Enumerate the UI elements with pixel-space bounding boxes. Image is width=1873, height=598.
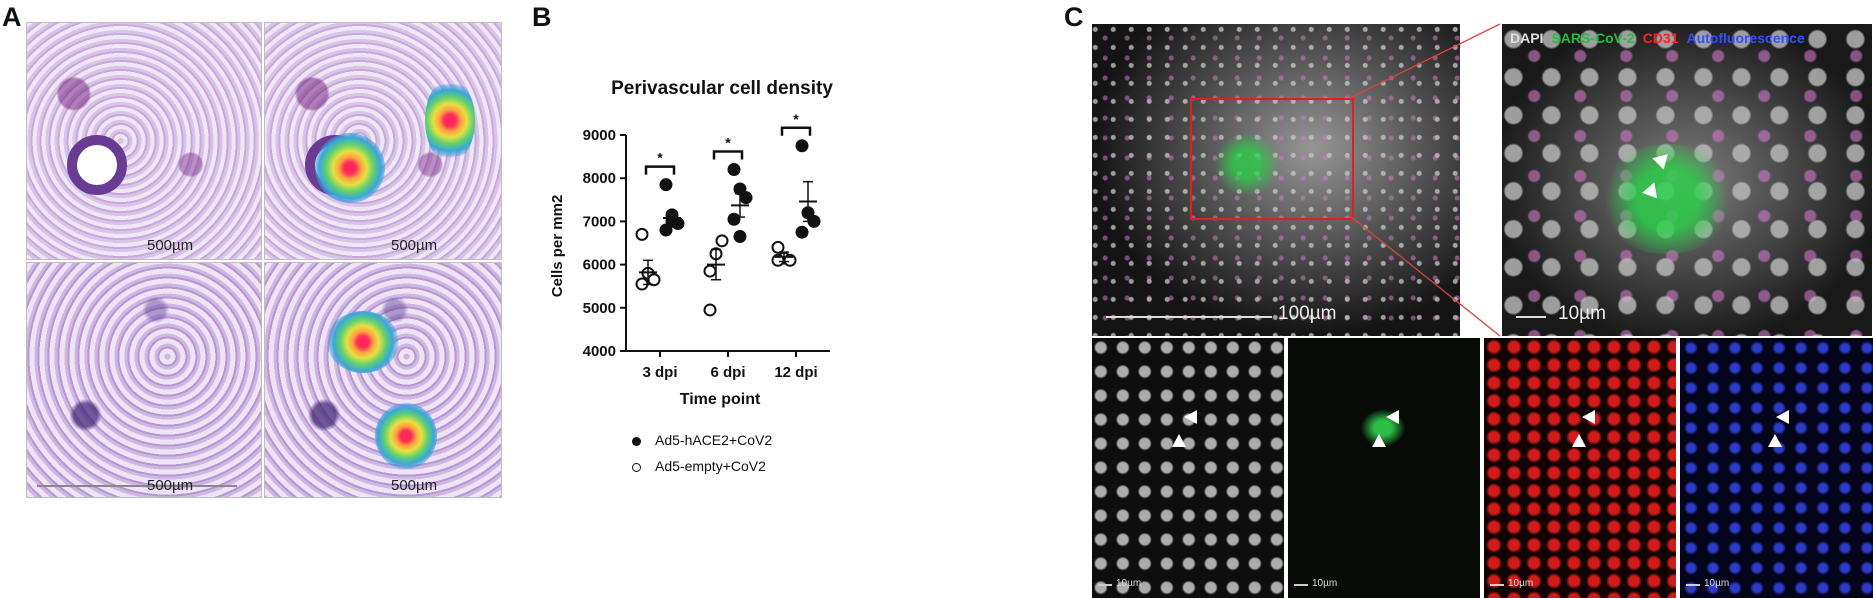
- histology-image-top-left: 500µm: [26, 22, 262, 260]
- channel-legend: DAPI SARS-CoV-2 CD31 Autofluorescence: [1510, 30, 1870, 50]
- arrowhead-icon: [1184, 410, 1197, 424]
- significance-bracket: [712, 150, 744, 160]
- scale-bar: [1490, 584, 1504, 586]
- scale-label: 500µm: [147, 237, 194, 254]
- scale-bar: [1516, 316, 1546, 318]
- data-point-filled: [795, 139, 809, 153]
- scale-label: 10µm: [1116, 578, 1142, 589]
- channel-image-autofluorescence: 10µm: [1680, 338, 1873, 598]
- significance-marker: *: [793, 111, 799, 127]
- data-point-filled: [659, 223, 673, 237]
- filled-circle-icon: [632, 437, 641, 446]
- channel-label-autofluorescence: Autofluorescence: [1686, 30, 1805, 46]
- panel-c-letter: C: [1064, 2, 1084, 32]
- legend-item-empty: Ad5-empty+CoV2: [632, 458, 872, 478]
- x-axis-label: Time point: [680, 391, 761, 408]
- y-axis-label: Cells per mm2: [549, 195, 566, 298]
- data-point-open: [635, 227, 649, 241]
- vessel-lumen: [67, 135, 127, 195]
- data-point-open: [647, 273, 661, 287]
- arrowhead-icon: [1776, 410, 1789, 424]
- legend-item-ace2: Ad5-hACE2+CoV2: [632, 432, 872, 452]
- histology-heatmap-bottom-right: 500µm: [264, 262, 502, 498]
- data-point-filled: [795, 225, 809, 239]
- significance-bracket: [644, 165, 676, 175]
- histology-heatmap-top-right: 500µm: [264, 22, 502, 260]
- channel-image-cd31: 10µm: [1484, 338, 1676, 598]
- chart-legend: Ad5-hACE2+CoV2 Ad5-empty+CoV2: [632, 432, 872, 492]
- arrowhead-icon: [1372, 434, 1386, 447]
- data-point-open: [703, 264, 717, 278]
- panel-a-letter: A: [2, 2, 22, 32]
- data-point-filled: [727, 163, 741, 177]
- scale-bar: [1106, 316, 1272, 318]
- significance-bracket: [780, 126, 812, 136]
- scale-label: 100µm: [1278, 303, 1337, 324]
- data-point-open: [771, 240, 785, 254]
- heatmap-hotspot: [425, 78, 475, 163]
- y-tick-label: 8000: [583, 170, 616, 187]
- channel-label-dapi: DAPI: [1510, 30, 1544, 46]
- infection-focus: [1597, 144, 1737, 254]
- scale-label: 500µm: [147, 477, 194, 494]
- scale-label: 500µm: [391, 237, 438, 254]
- scale-label: 10µm: [1312, 578, 1338, 589]
- arrowhead-icon: [1572, 434, 1586, 447]
- y-tick-label: 7000: [583, 213, 616, 230]
- x-tick-label: 12 dpi: [774, 364, 817, 381]
- channel-label-cd31: CD31: [1642, 30, 1679, 46]
- data-point-filled: [733, 230, 747, 244]
- panel-b-letter: B: [532, 2, 552, 32]
- arrowhead-icon: [1172, 434, 1186, 447]
- arrowhead-icon: [1582, 410, 1595, 424]
- heatmap-hotspot: [315, 133, 385, 203]
- scale-bar: [1294, 584, 1308, 586]
- chart-title: Perivascular cell density: [611, 78, 833, 99]
- scale-label: 500µm: [391, 477, 438, 494]
- histology-image-bottom-left: 500µm: [26, 262, 262, 498]
- y-tick-label: 5000: [583, 300, 616, 317]
- scale-label: 10µm: [1558, 303, 1606, 324]
- y-tick-label: 4000: [583, 343, 616, 360]
- scale-bar: [37, 485, 237, 487]
- significance-marker: *: [725, 135, 731, 151]
- open-circle-icon: [632, 463, 641, 472]
- legend-label: Ad5-hACE2+CoV2: [655, 432, 773, 448]
- x-tick-label: 3 dpi: [642, 364, 677, 381]
- data-point-open: [703, 303, 717, 317]
- legend-label: Ad5-empty+CoV2: [655, 458, 766, 474]
- infection-focus: [1212, 134, 1282, 194]
- data-point-filled: [659, 178, 673, 192]
- fluorescence-overview-image: 100µm: [1092, 24, 1460, 336]
- scale-label: 10µm: [1704, 578, 1730, 589]
- channel-image-sarscov2: 10µm: [1288, 338, 1480, 598]
- scale-bar: [1098, 584, 1112, 586]
- perivascular-density-chart: Perivascular cell density Cells per mm2 …: [549, 78, 833, 408]
- infection-focus: [1348, 398, 1418, 458]
- fluorescence-zoom-image: DAPI SARS-CoV-2 CD31 Autofluorescence 10µm: [1502, 24, 1872, 336]
- scale-label: 10µm: [1508, 578, 1534, 589]
- heatmap-hotspot: [327, 311, 399, 373]
- heatmap-hotspot: [375, 403, 437, 469]
- data-point-open: [715, 234, 729, 248]
- arrowhead-icon: [1386, 410, 1399, 424]
- x-tick-label: 6 dpi: [710, 364, 745, 381]
- channel-label-sarscov2: SARS-CoV-2: [1551, 30, 1635, 46]
- arrowhead-icon: [1768, 434, 1782, 447]
- channel-image-dapi: 10µm: [1092, 338, 1284, 598]
- significance-marker: *: [657, 150, 663, 166]
- zoom-region-box: [1190, 98, 1354, 220]
- data-point-filled: [727, 212, 741, 226]
- y-tick-label: 6000: [583, 257, 616, 274]
- scale-bar: [1686, 584, 1700, 586]
- y-tick-label: 9000: [583, 127, 616, 144]
